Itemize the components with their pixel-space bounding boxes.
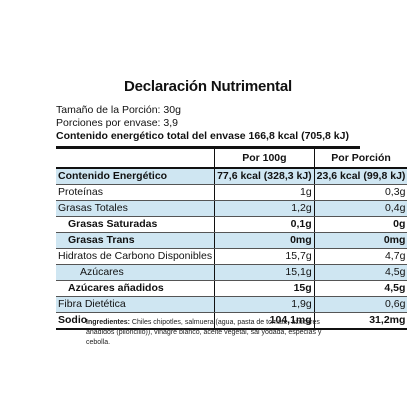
- table-row: Hidratos de Carbono Disponibles 15,7g 4,7g: [56, 248, 408, 265]
- row-label: Azúcares añadidos: [56, 280, 215, 297]
- nutrition-label: Declaración Nutrimental Tamaño de la Por…: [56, 78, 408, 330]
- row-per-serving: 0,6g: [313, 296, 408, 313]
- row-label: Sodio: [56, 312, 215, 330]
- row-per-100g: 1,2g: [214, 200, 315, 217]
- row-per-serving: 0,3g: [313, 184, 408, 201]
- servings-per-container: Porciones por envase: 3,9: [56, 117, 178, 129]
- table-row: Azúcares añadidos 15g 4,5g: [56, 280, 408, 297]
- nutrition-table: Por 100g Por Porción Contenido Energétic…: [56, 149, 408, 330]
- row-per-serving: 0,4g: [313, 200, 408, 217]
- row-per-100g: 15g: [214, 280, 315, 297]
- row-label: Azúcares: [56, 264, 215, 281]
- row-per-100g: 15,7g: [214, 248, 315, 265]
- total-energy: Contenido energético total del envase 16…: [56, 130, 349, 142]
- row-label: Contenido Energético: [56, 168, 215, 185]
- row-label: Grasas Totales: [56, 200, 215, 217]
- table-row: Fibra Dietética 1,9g 0,6g: [56, 296, 408, 313]
- row-label: Proteínas: [56, 184, 215, 201]
- table-row: Grasas Trans 0mg 0mg: [56, 232, 408, 249]
- label-title: Declaración Nutrimental: [124, 78, 292, 95]
- row-per-serving: 4,5g: [313, 280, 408, 297]
- header-per-serving: Por Porción: [313, 149, 408, 169]
- table-row: Contenido Energético 77,6 kcal (328,3 kJ)…: [56, 168, 408, 185]
- ingredients-list: Chiles chipotles, salmuera (agua, pasta …: [86, 319, 322, 346]
- row-per-100g: 1,9g: [214, 296, 315, 313]
- row-per-100g: 15,1g: [214, 264, 315, 281]
- table-row: Sodio 104,1mg 31,2mg: [56, 312, 408, 330]
- row-per-serving: 0g: [313, 216, 408, 233]
- row-per-serving: 23,6 kcal (99,8 kJ): [313, 168, 408, 185]
- row-per-100g: 1g: [214, 184, 315, 201]
- table-row: Proteínas 1g 0,3g: [56, 184, 408, 201]
- row-per-100g: 77,6 kcal (328,3 kJ): [214, 168, 315, 185]
- row-per-serving: 31,2mg: [313, 312, 408, 330]
- table-row: Azúcares 15,1g 4,5g: [56, 264, 408, 281]
- row-label: Grasas Saturadas: [56, 216, 215, 233]
- row-label: Hidratos de Carbono Disponibles: [56, 248, 215, 265]
- serving-size: Tamaño de la Porción: 30g: [56, 104, 181, 116]
- ingredients-text: Ingredientes: Chiles chipotles, salmuera…: [86, 318, 344, 348]
- row-per-serving: 4,5g: [313, 264, 408, 281]
- header-per-100g: Por 100g: [214, 149, 315, 169]
- row-per-serving: 4,7g: [313, 248, 408, 265]
- row-label: Fibra Dietética: [56, 296, 215, 313]
- header-blank: [56, 149, 215, 169]
- table-row: Grasas Totales 1,2g 0,4g: [56, 200, 408, 217]
- row-per-serving: 0mg: [313, 232, 408, 249]
- row-per-100g: 0mg: [214, 232, 315, 249]
- ingredients-label: Ingredientes:: [86, 319, 130, 326]
- row-per-100g: 0,1g: [214, 216, 315, 233]
- row-label: Grasas Trans: [56, 232, 215, 249]
- table-header-row: Por 100g Por Porción: [56, 149, 408, 169]
- thick-divider: [56, 146, 360, 149]
- table-row: Grasas Saturadas 0,1g 0g: [56, 216, 408, 233]
- row-per-100g: 104,1mg: [214, 312, 315, 330]
